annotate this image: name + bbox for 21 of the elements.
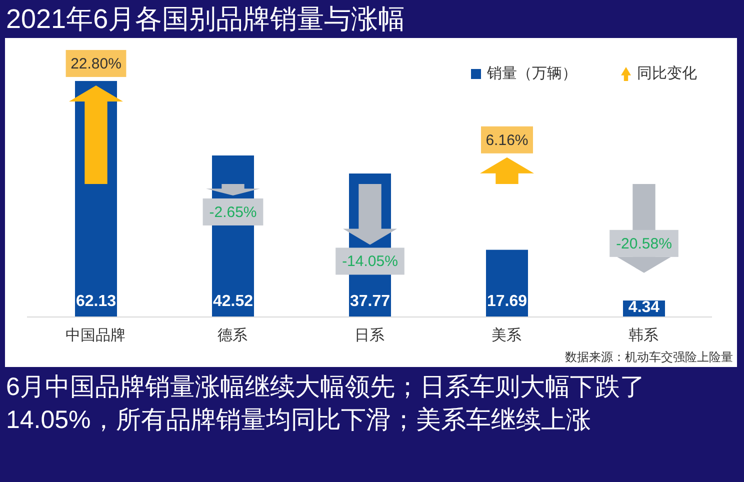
data-label: 42.52 bbox=[212, 292, 254, 310]
x-tick-label: 美系 bbox=[492, 326, 522, 344]
data-label: 37.77 bbox=[350, 292, 390, 310]
x-tick-label: 韩系 bbox=[628, 326, 658, 344]
legend-label: 销量（万辆） bbox=[487, 64, 577, 83]
x-tick-label: 德系 bbox=[218, 326, 248, 344]
chart-title: 2021年6月各国别品牌销量与涨幅 bbox=[6, 3, 406, 36]
data-label: 4.34 bbox=[628, 298, 660, 316]
source-note: 数据来源：机动车交强险上险量 bbox=[565, 349, 733, 366]
data-label: 22.80% bbox=[70, 54, 122, 72]
data-label: 17.69 bbox=[486, 292, 528, 310]
x-tick-label: 日系 bbox=[354, 326, 384, 344]
data-label: -14.05% bbox=[342, 252, 398, 270]
x-tick-label: 中国品牌 bbox=[66, 326, 126, 344]
bar bbox=[486, 250, 528, 317]
data-label: 6.16% bbox=[486, 131, 528, 148]
data-label: -20.58% bbox=[616, 234, 672, 252]
data-label: 62.13 bbox=[76, 292, 116, 310]
text: 6月中国品牌销量涨幅继续大幅领先；日系车则大幅下跌了14.05%，所有品牌销量均同比下滑；美系车继续上涨 bbox=[6, 372, 646, 436]
legend-label: 同比变化 bbox=[637, 64, 697, 83]
data-label: -2.65% bbox=[209, 203, 257, 220]
